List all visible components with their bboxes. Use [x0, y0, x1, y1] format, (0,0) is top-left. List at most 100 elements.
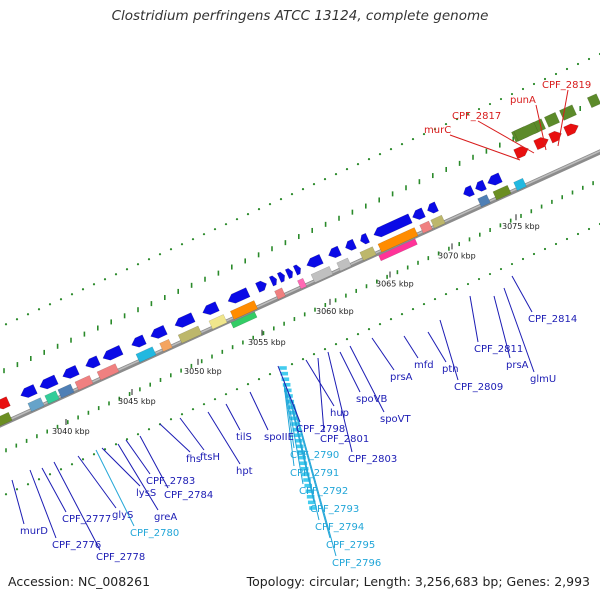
- leader-line: [179, 417, 205, 451]
- cds-arrow: [360, 232, 371, 245]
- cds-arrow: [463, 185, 475, 198]
- leader-line: [53, 461, 101, 551]
- label-cpf_2795: CPF_2795: [326, 540, 375, 551]
- gc-dot: [37, 308, 41, 311]
- rrna-arrow: [533, 137, 549, 151]
- gc-dot: [422, 132, 426, 136]
- leader-line: [535, 104, 547, 151]
- gene-block: [27, 397, 45, 412]
- gc-dot: [576, 232, 580, 236]
- leader-line: [493, 295, 511, 359]
- gc-dot: [521, 257, 525, 261]
- gene-block: [297, 277, 307, 290]
- cds-arrow: [345, 238, 357, 251]
- trna-block: [280, 371, 289, 376]
- gene-block: [377, 227, 419, 253]
- gene-block: [274, 287, 286, 300]
- label-cpf_2803: CPF_2803: [348, 454, 397, 465]
- cds-arrow: [227, 287, 251, 304]
- gc-dot: [136, 433, 140, 436]
- label-cpf_2780: CPF_2780: [130, 528, 179, 539]
- cds-arrow: [328, 245, 342, 259]
- gc-dot: [389, 147, 393, 151]
- gc-dot: [444, 292, 448, 296]
- trna-block: [278, 365, 288, 371]
- label-cpf_2796: CPF_2796: [332, 558, 381, 569]
- trna-block: [306, 494, 315, 499]
- gc-dot: [554, 72, 558, 76]
- gc-dot: [587, 227, 591, 231]
- leader-line: [277, 365, 301, 423]
- gene-block: [230, 311, 258, 329]
- gc-dot: [279, 198, 283, 201]
- gc-dot: [301, 358, 305, 361]
- cds-arrow: [292, 264, 301, 276]
- gc-dot: [323, 348, 327, 351]
- gc-dot: [125, 268, 129, 271]
- gc-dot: [565, 67, 569, 71]
- cds-arrow: [284, 268, 293, 280]
- label-punA: punA: [510, 95, 536, 106]
- kbp-label: 3050 kbp: [184, 367, 222, 376]
- gene-block: [419, 220, 433, 234]
- gc-dot: [202, 233, 206, 236]
- kbp-label: 3065 kbp: [376, 280, 414, 289]
- gc-dot: [213, 398, 217, 401]
- leader-line: [317, 357, 325, 433]
- gene-block: [44, 390, 60, 405]
- leader-line: [283, 379, 295, 449]
- leader-line: [503, 287, 535, 373]
- gc-dot: [433, 127, 437, 131]
- gc-dot: [499, 267, 503, 271]
- backbone-line: [0, 149, 600, 428]
- gene-block: [378, 238, 418, 262]
- rrna-arrow: [513, 146, 529, 160]
- gc-dot: [389, 317, 393, 321]
- gc-dot: [466, 112, 470, 116]
- gc-dot: [26, 483, 30, 486]
- cds-arrow: [427, 201, 439, 214]
- label-pth: pth: [442, 364, 459, 375]
- gc-dot: [565, 237, 569, 241]
- trna-block: [281, 377, 290, 382]
- gc-dot: [455, 287, 459, 291]
- gc-dot: [378, 323, 382, 326]
- genome-backbone: [0, 149, 600, 428]
- gc-dot: [521, 87, 525, 91]
- gc-dot: [235, 218, 239, 221]
- label-hup: hup: [330, 408, 349, 419]
- gc-dot: [15, 488, 19, 491]
- label-cpf_2798: CPF_2798: [296, 424, 345, 435]
- leader-line: [327, 351, 353, 453]
- label-cpf_2791: CPF_2791: [290, 468, 339, 479]
- label-cpf_2794: CPF_2794: [315, 522, 364, 533]
- label-spovb: spoVB: [356, 394, 388, 405]
- gc-dot: [224, 223, 228, 226]
- label-cpf_2801: CPF_2801: [320, 434, 369, 445]
- gc-dot: [543, 77, 547, 81]
- gc-dot: [59, 298, 63, 301]
- gc-dot: [92, 453, 96, 456]
- kbp-label: 3075 kbp: [502, 222, 540, 231]
- gc-dot: [246, 383, 250, 386]
- label-fhs: fhs: [186, 454, 201, 465]
- leader-line: [349, 345, 385, 413]
- label-cpf_2814: CPF_2814: [528, 314, 577, 325]
- cds-arrow: [62, 364, 80, 379]
- cds-arrow: [39, 374, 59, 390]
- leader-line: [293, 403, 337, 557]
- kbp-label: 3070 kbp: [438, 251, 476, 260]
- gc-dot: [114, 273, 118, 276]
- gc-dot: [290, 193, 294, 196]
- label-glmu: glmU: [530, 374, 556, 385]
- gene-block: [430, 214, 446, 229]
- label-cpf_2811: CPF_2811: [474, 344, 523, 355]
- gc-dot: [4, 323, 8, 326]
- gene-block: [336, 257, 352, 272]
- leader-line: [339, 351, 361, 393]
- gc-dot: [499, 97, 503, 101]
- cds-arrow: [373, 213, 413, 238]
- gc-dot: [114, 443, 118, 446]
- cds-arrow: [475, 179, 487, 192]
